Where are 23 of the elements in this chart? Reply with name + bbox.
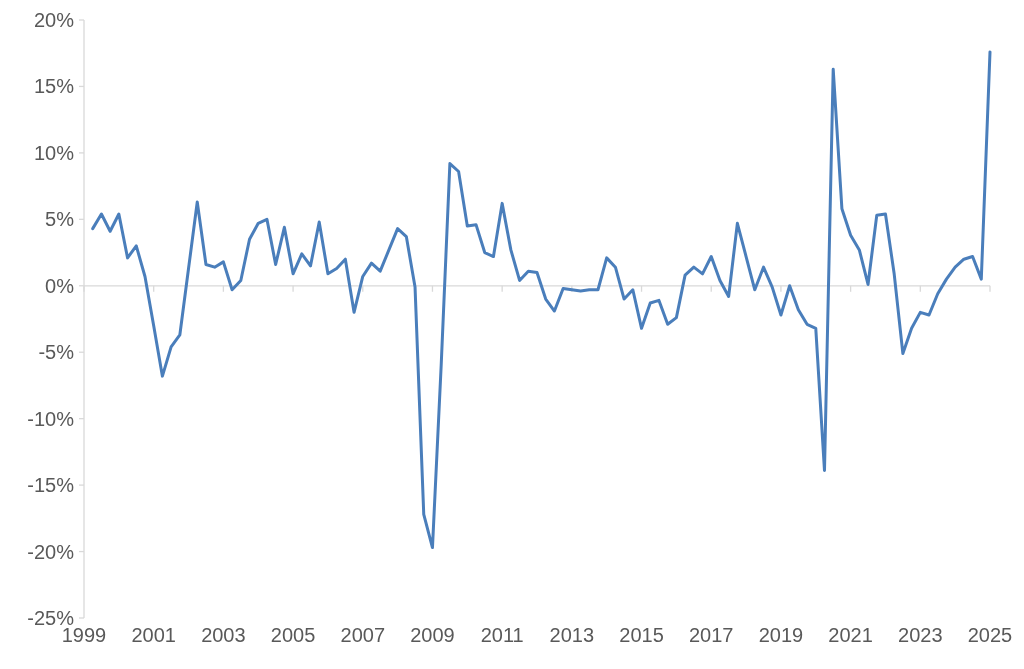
y-tick-label: -10% [27, 407, 75, 430]
y-tick-label: 20% [33, 9, 75, 31]
x-tick-label: 2019 [758, 624, 804, 646]
y-tick-label: 10% [33, 141, 75, 164]
x-tick-label: 2005 [270, 624, 316, 646]
x-tick-label: 2025 [967, 624, 1013, 646]
x-tick-label: 2013 [549, 624, 595, 646]
line-series [91, 50, 992, 550]
x-tick-label: 2003 [201, 624, 246, 646]
x-tick-label: 2015 [619, 624, 664, 646]
y-tick-label: 0% [45, 274, 75, 297]
y-tick-label: -15% [27, 474, 75, 497]
x-tick-label: 2009 [410, 624, 455, 646]
x-tick-label: 2011 [480, 624, 524, 646]
y-tick-label: -5% [38, 341, 75, 364]
y-tick-label: 15% [33, 75, 75, 98]
x-tick-label: 2001 [131, 624, 176, 646]
x-tick-label: 2017 [688, 624, 734, 646]
x-tick-label: 2007 [340, 624, 386, 646]
x-tick-label: 2021 [828, 624, 873, 646]
x-tick-label: 2023 [898, 624, 943, 646]
y-tick-label: -20% [27, 540, 75, 563]
y-tick-label: 5% [45, 208, 75, 231]
